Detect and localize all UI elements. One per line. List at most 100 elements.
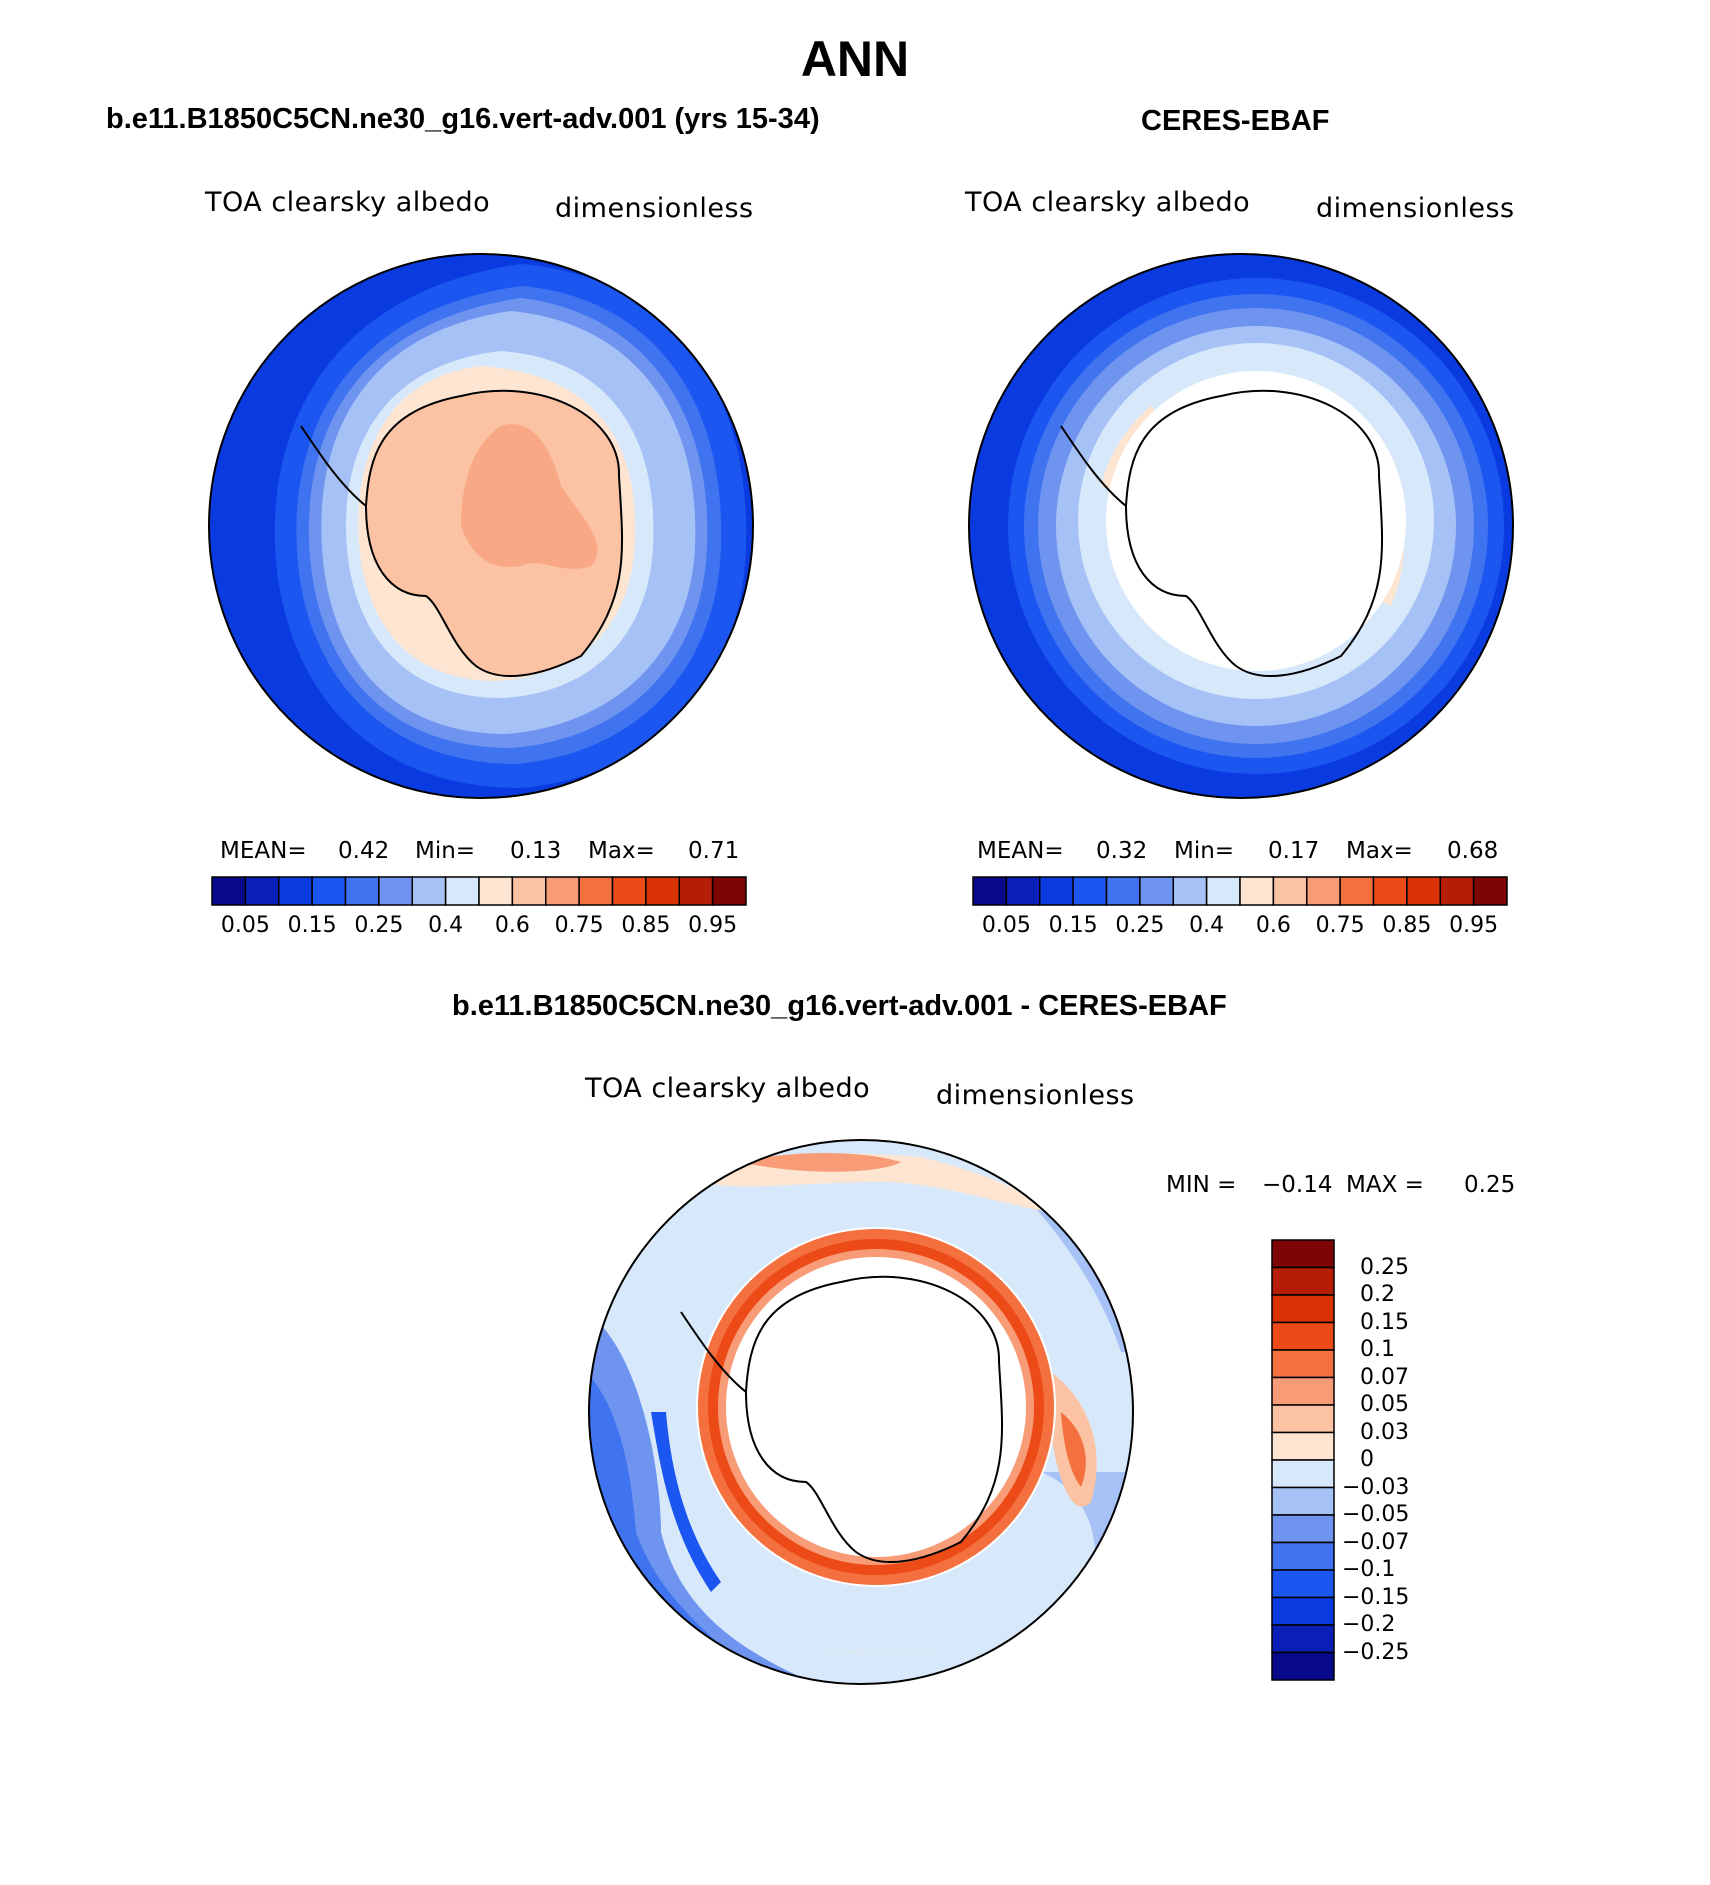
diff-polar-map: [588, 1139, 1134, 1685]
diff-max-label: MAX =: [1346, 1172, 1424, 1198]
diff-panel-title: b.e11.B1850C5CN.ne30_g16.vert-adv.001 - …: [452, 990, 1227, 1022]
diff-colorbar-tick-label: −0.15: [1342, 1584, 1410, 1610]
diff-colorbar-tick-label: −0.25: [1342, 1639, 1410, 1665]
obs-units-label: dimensionless: [1316, 193, 1515, 224]
obs-max-value: 0.68: [1447, 838, 1499, 864]
diff-colorbar-box: [1271, 1459, 1335, 1489]
diff-colorbar-box: [1271, 1541, 1335, 1571]
model-mean-value: 0.42: [338, 838, 390, 864]
diff-colorbar-tick-label: 0.07: [1360, 1364, 1409, 1390]
diff-colorbar-tick-label: 0.15: [1360, 1309, 1409, 1335]
diff-colorbar-box: [1271, 1651, 1335, 1681]
diff-colorbar-box: [1271, 1404, 1335, 1434]
obs-colorbar-box: [972, 876, 1008, 906]
obs-colorbar-tick-label: 0.4: [1189, 913, 1225, 938]
model-colorbar-tick-label: 0.05: [220, 913, 270, 938]
diff-colorbar-box: [1271, 1376, 1335, 1406]
diff-colorbar-box: [1271, 1266, 1335, 1296]
diff-colorbar-box: [1271, 1569, 1335, 1599]
diff-colorbar-tick-label: 0: [1360, 1447, 1374, 1472]
model-colorbar-box: [211, 876, 247, 906]
model-colorbar-tick-label: 0.95: [688, 913, 738, 938]
model-units-label: dimensionless: [555, 193, 754, 224]
obs-colorbar-box: [1005, 876, 1041, 906]
diff-colorbar-tick-label: 0.25: [1360, 1254, 1409, 1280]
diff-colorbar-box: [1271, 1514, 1335, 1544]
model-min-value: 0.13: [510, 838, 562, 864]
model-polar-map: [208, 253, 754, 799]
model-max-value: 0.71: [688, 838, 740, 864]
model-variable-label: TOA clearsky albedo: [205, 187, 491, 218]
obs-min-value: 0.17: [1268, 838, 1320, 864]
diff-colorbar-tick-label: 0.03: [1360, 1419, 1409, 1445]
diff-colorbar-box: [1271, 1431, 1335, 1461]
obs-colorbar-tick-label: 0.25: [1115, 913, 1165, 938]
model-colorbar-box: [545, 876, 580, 906]
obs-colorbar-box: [1105, 876, 1141, 906]
model-colorbar-box: [511, 876, 547, 906]
model-colorbar-box: [244, 876, 280, 906]
model-colorbar-tick-label: 0.85: [621, 913, 671, 938]
diff-colorbar-box: [1271, 1349, 1335, 1379]
obs-max-label: Max=: [1346, 838, 1413, 864]
diff-colorbar: [1271, 1239, 1335, 1681]
diff-colorbar-tick-label: −0.2: [1342, 1612, 1396, 1637]
model-colorbar-box: [578, 876, 614, 906]
model-colorbar-box: [378, 876, 413, 906]
obs-colorbar-tick-label: 0.85: [1382, 913, 1432, 938]
diff-colorbar-box: [1271, 1486, 1335, 1516]
diff-colorbar-tick-label: 0.2: [1360, 1282, 1395, 1307]
model-colorbar-box: [478, 876, 514, 906]
diff-units-label: dimensionless: [936, 1080, 1135, 1111]
obs-colorbar-tick-label: 0.05: [981, 913, 1031, 938]
diff-colorbar-box: [1271, 1624, 1335, 1654]
obs-mean-value: 0.32: [1096, 838, 1148, 864]
diff-colorbar-tick-label: 0.05: [1360, 1392, 1409, 1417]
obs-colorbar-ticks: 0.05 0.15 0.25 0.4 0.6 0.75 0.85 0.95: [973, 913, 1507, 943]
diff-colorbar-tick-label: −0.1: [1342, 1557, 1396, 1582]
obs-variable-label: TOA clearsky albedo: [965, 187, 1251, 218]
model-colorbar-box: [645, 876, 680, 906]
model-colorbar-box: [611, 876, 647, 906]
obs-colorbar-box: [1172, 876, 1208, 906]
model-colorbar: [211, 876, 747, 906]
diff-colorbar-box: [1271, 1239, 1335, 1269]
model-colorbar-box: [444, 876, 480, 906]
obs-mean-label: MEAN=: [977, 838, 1064, 864]
obs-colorbar-box: [1039, 876, 1074, 906]
model-colorbar-tick-label: 0.15: [287, 913, 337, 938]
model-colorbar-box: [411, 876, 447, 906]
diff-colorbar-tick-label: 0.1: [1360, 1337, 1395, 1362]
model-colorbar-box: [344, 876, 380, 906]
obs-colorbar-box: [1272, 876, 1308, 906]
diff-min-value: −0.14: [1262, 1172, 1333, 1198]
figure-title: ANN: [800, 31, 910, 87]
diff-max-value: 0.25: [1464, 1172, 1516, 1198]
model-panel-title: b.e11.B1850C5CN.ne30_g16.vert-adv.001 (y…: [106, 103, 820, 135]
obs-colorbar-box: [1406, 876, 1441, 906]
obs-colorbar-tick-label: 0.95: [1449, 913, 1499, 938]
obs-colorbar-tick-label: 0.15: [1048, 913, 1098, 938]
diff-colorbar-ticks: 0.25 0.2 0.15 0.1 0.07 0.05 0.03 0 −0.03 −0.05 −0.…: [1342, 1240, 1462, 1680]
obs-colorbar-box: [1306, 876, 1341, 906]
obs-colorbar-box: [1472, 876, 1508, 906]
model-colorbar-tick-label: 0.4: [428, 913, 464, 938]
model-colorbar-box: [311, 876, 347, 906]
model-colorbar-box: [278, 876, 313, 906]
obs-colorbar-box: [1339, 876, 1375, 906]
obs-min-label: Min=: [1174, 838, 1235, 864]
model-min-label: Min=: [415, 838, 476, 864]
model-colorbar-tick-label: 0.6: [494, 913, 530, 938]
diff-variable-label: TOA clearsky albedo: [585, 1073, 871, 1104]
model-colorbar-tick-label: 0.75: [554, 913, 604, 938]
obs-colorbar-box: [1439, 876, 1475, 906]
obs-panel-title: CERES-EBAF: [1141, 105, 1330, 137]
model-colorbar-box: [678, 876, 714, 906]
obs-colorbar: [972, 876, 1508, 906]
model-colorbar-ticks: 0.05 0.15 0.25 0.4 0.6 0.75 0.85 0.95: [212, 913, 746, 943]
diff-colorbar-tick-label: −0.03: [1342, 1474, 1410, 1500]
obs-colorbar-box: [1072, 876, 1108, 906]
obs-colorbar-box: [1372, 876, 1408, 906]
obs-colorbar-box: [1205, 876, 1241, 906]
model-colorbar-tick-label: 0.25: [354, 913, 404, 938]
